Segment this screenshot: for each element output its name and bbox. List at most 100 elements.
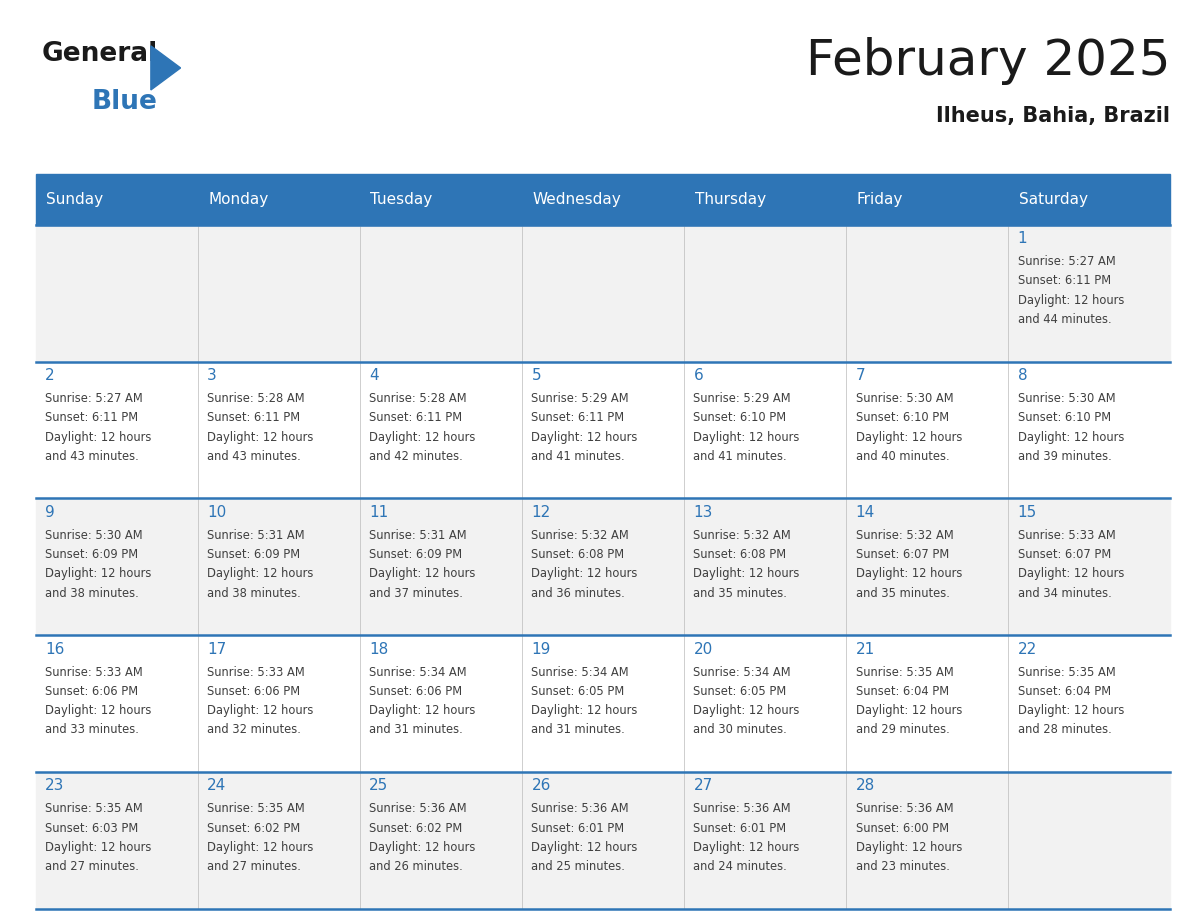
Text: and 31 minutes.: and 31 minutes. bbox=[369, 723, 463, 736]
Text: and 24 minutes.: and 24 minutes. bbox=[694, 860, 788, 873]
Polygon shape bbox=[151, 46, 181, 90]
Text: Sunrise: 5:27 AM: Sunrise: 5:27 AM bbox=[1018, 255, 1116, 268]
Text: Monday: Monday bbox=[208, 192, 268, 207]
Text: Daylight: 12 hours: Daylight: 12 hours bbox=[1018, 294, 1124, 307]
Text: and 27 minutes.: and 27 minutes. bbox=[207, 860, 301, 873]
Text: Sunrise: 5:32 AM: Sunrise: 5:32 AM bbox=[531, 529, 630, 542]
Text: 20: 20 bbox=[694, 642, 713, 656]
Text: Sunset: 6:10 PM: Sunset: 6:10 PM bbox=[1018, 411, 1111, 424]
Text: Daylight: 12 hours: Daylight: 12 hours bbox=[855, 567, 962, 580]
Text: Sunrise: 5:32 AM: Sunrise: 5:32 AM bbox=[855, 529, 953, 542]
Text: Sunrise: 5:33 AM: Sunrise: 5:33 AM bbox=[45, 666, 143, 678]
Text: Daylight: 12 hours: Daylight: 12 hours bbox=[531, 567, 638, 580]
Text: Daylight: 12 hours: Daylight: 12 hours bbox=[694, 841, 800, 854]
Text: and 43 minutes.: and 43 minutes. bbox=[45, 450, 139, 463]
Text: Daylight: 12 hours: Daylight: 12 hours bbox=[855, 841, 962, 854]
Text: Daylight: 12 hours: Daylight: 12 hours bbox=[369, 431, 475, 443]
Text: Blue: Blue bbox=[91, 89, 157, 115]
Text: Sunrise: 5:35 AM: Sunrise: 5:35 AM bbox=[1018, 666, 1116, 678]
Text: 6: 6 bbox=[694, 368, 703, 383]
Text: Sunset: 6:09 PM: Sunset: 6:09 PM bbox=[207, 548, 301, 561]
Text: Sunset: 6:08 PM: Sunset: 6:08 PM bbox=[694, 548, 786, 561]
Text: Sunset: 6:10 PM: Sunset: 6:10 PM bbox=[694, 411, 786, 424]
Text: Sunday: Sunday bbox=[46, 192, 103, 207]
Text: 4: 4 bbox=[369, 368, 379, 383]
Text: Sunset: 6:03 PM: Sunset: 6:03 PM bbox=[45, 822, 138, 834]
Text: Sunrise: 5:34 AM: Sunrise: 5:34 AM bbox=[531, 666, 628, 678]
Text: Sunset: 6:02 PM: Sunset: 6:02 PM bbox=[369, 822, 462, 834]
Text: Daylight: 12 hours: Daylight: 12 hours bbox=[1018, 704, 1124, 717]
Bar bbox=[36, 498, 1170, 635]
Text: and 28 minutes.: and 28 minutes. bbox=[1018, 723, 1111, 736]
Text: Sunset: 6:09 PM: Sunset: 6:09 PM bbox=[45, 548, 138, 561]
Text: and 41 minutes.: and 41 minutes. bbox=[694, 450, 788, 463]
Text: and 36 minutes.: and 36 minutes. bbox=[531, 587, 625, 599]
Text: 14: 14 bbox=[855, 505, 874, 520]
Text: and 35 minutes.: and 35 minutes. bbox=[694, 587, 788, 599]
Text: Sunrise: 5:35 AM: Sunrise: 5:35 AM bbox=[207, 802, 305, 815]
Text: and 33 minutes.: and 33 minutes. bbox=[45, 723, 139, 736]
Text: and 43 minutes.: and 43 minutes. bbox=[207, 450, 301, 463]
Text: Sunrise: 5:30 AM: Sunrise: 5:30 AM bbox=[855, 392, 953, 405]
Text: Sunset: 6:11 PM: Sunset: 6:11 PM bbox=[207, 411, 301, 424]
Text: Sunset: 6:00 PM: Sunset: 6:00 PM bbox=[855, 822, 949, 834]
Text: General: General bbox=[42, 41, 158, 67]
Text: Sunrise: 5:30 AM: Sunrise: 5:30 AM bbox=[1018, 392, 1116, 405]
Text: Sunset: 6:11 PM: Sunset: 6:11 PM bbox=[369, 411, 462, 424]
Text: Ilheus, Bahia, Brazil: Ilheus, Bahia, Brazil bbox=[936, 106, 1170, 126]
Text: Sunset: 6:04 PM: Sunset: 6:04 PM bbox=[1018, 685, 1111, 698]
Text: and 41 minutes.: and 41 minutes. bbox=[531, 450, 625, 463]
Bar bbox=[36, 772, 1170, 909]
Text: 17: 17 bbox=[207, 642, 227, 656]
Text: and 40 minutes.: and 40 minutes. bbox=[855, 450, 949, 463]
Text: Sunset: 6:11 PM: Sunset: 6:11 PM bbox=[45, 411, 138, 424]
Text: Friday: Friday bbox=[857, 192, 903, 207]
Text: Daylight: 12 hours: Daylight: 12 hours bbox=[855, 431, 962, 443]
Text: Daylight: 12 hours: Daylight: 12 hours bbox=[1018, 567, 1124, 580]
Text: Daylight: 12 hours: Daylight: 12 hours bbox=[45, 841, 152, 854]
Text: Daylight: 12 hours: Daylight: 12 hours bbox=[207, 431, 314, 443]
Text: Sunrise: 5:31 AM: Sunrise: 5:31 AM bbox=[207, 529, 305, 542]
Text: Daylight: 12 hours: Daylight: 12 hours bbox=[45, 431, 152, 443]
Text: 22: 22 bbox=[1018, 642, 1037, 656]
Text: 1: 1 bbox=[1018, 231, 1028, 246]
Text: and 38 minutes.: and 38 minutes. bbox=[207, 587, 301, 599]
Text: and 38 minutes.: and 38 minutes. bbox=[45, 587, 139, 599]
Text: Daylight: 12 hours: Daylight: 12 hours bbox=[207, 841, 314, 854]
Bar bbox=[36, 635, 1170, 772]
Text: and 39 minutes.: and 39 minutes. bbox=[1018, 450, 1111, 463]
Text: and 44 minutes.: and 44 minutes. bbox=[1018, 313, 1111, 326]
Text: Thursday: Thursday bbox=[695, 192, 766, 207]
Text: Sunrise: 5:27 AM: Sunrise: 5:27 AM bbox=[45, 392, 143, 405]
Text: Sunrise: 5:34 AM: Sunrise: 5:34 AM bbox=[694, 666, 791, 678]
Text: Saturday: Saturday bbox=[1019, 192, 1088, 207]
Text: Daylight: 12 hours: Daylight: 12 hours bbox=[855, 704, 962, 717]
Text: and 27 minutes.: and 27 minutes. bbox=[45, 860, 139, 873]
Text: and 42 minutes.: and 42 minutes. bbox=[369, 450, 463, 463]
Text: Daylight: 12 hours: Daylight: 12 hours bbox=[531, 841, 638, 854]
Text: Sunset: 6:11 PM: Sunset: 6:11 PM bbox=[1018, 274, 1111, 287]
Text: and 23 minutes.: and 23 minutes. bbox=[855, 860, 949, 873]
Text: Sunset: 6:02 PM: Sunset: 6:02 PM bbox=[207, 822, 301, 834]
Text: Sunrise: 5:31 AM: Sunrise: 5:31 AM bbox=[369, 529, 467, 542]
Text: and 35 minutes.: and 35 minutes. bbox=[855, 587, 949, 599]
Text: 21: 21 bbox=[855, 642, 874, 656]
Text: 3: 3 bbox=[207, 368, 217, 383]
Text: Sunrise: 5:28 AM: Sunrise: 5:28 AM bbox=[207, 392, 305, 405]
Text: Daylight: 12 hours: Daylight: 12 hours bbox=[369, 841, 475, 854]
Text: Sunrise: 5:36 AM: Sunrise: 5:36 AM bbox=[694, 802, 791, 815]
Text: Sunrise: 5:36 AM: Sunrise: 5:36 AM bbox=[369, 802, 467, 815]
Text: 7: 7 bbox=[855, 368, 865, 383]
Text: February 2025: February 2025 bbox=[805, 37, 1170, 84]
Text: and 30 minutes.: and 30 minutes. bbox=[694, 723, 788, 736]
Text: 5: 5 bbox=[531, 368, 541, 383]
Text: and 31 minutes.: and 31 minutes. bbox=[531, 723, 625, 736]
Text: 27: 27 bbox=[694, 778, 713, 793]
Text: 23: 23 bbox=[45, 778, 64, 793]
Text: Sunset: 6:07 PM: Sunset: 6:07 PM bbox=[1018, 548, 1111, 561]
Text: 19: 19 bbox=[531, 642, 551, 656]
Text: Sunrise: 5:34 AM: Sunrise: 5:34 AM bbox=[369, 666, 467, 678]
Text: Sunrise: 5:33 AM: Sunrise: 5:33 AM bbox=[1018, 529, 1116, 542]
Text: 26: 26 bbox=[531, 778, 551, 793]
Text: Sunrise: 5:30 AM: Sunrise: 5:30 AM bbox=[45, 529, 143, 542]
